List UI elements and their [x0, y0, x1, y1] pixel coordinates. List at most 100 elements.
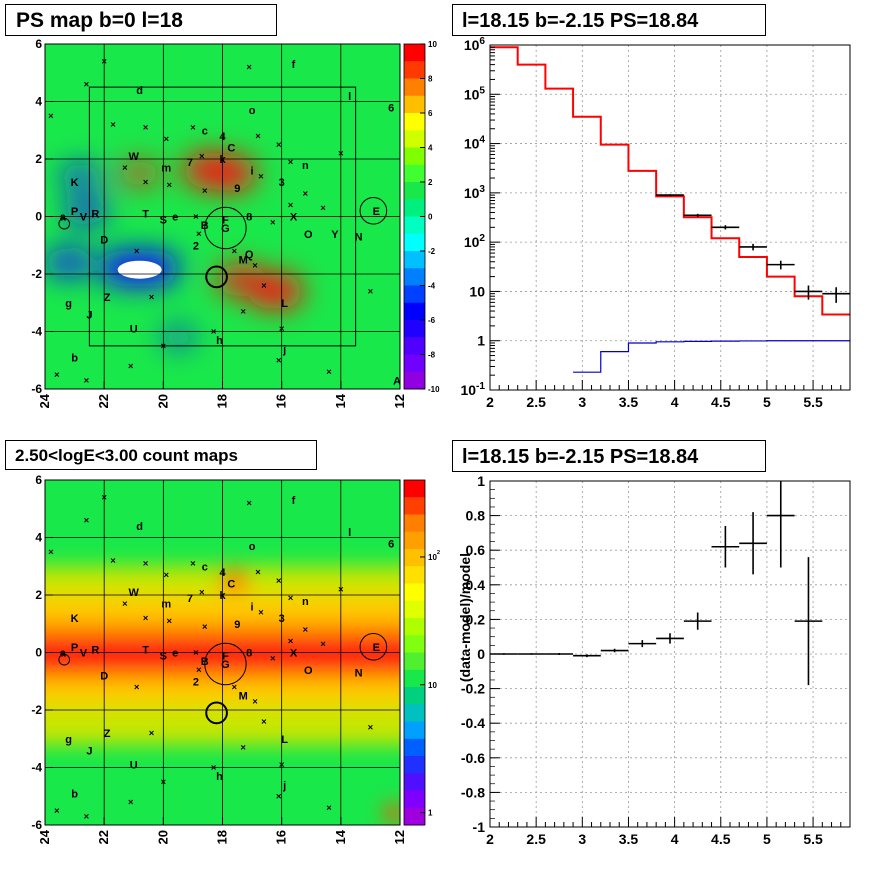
colorbar-step	[404, 618, 425, 636]
ps-map-title: PS map b=0 l=18	[5, 4, 277, 36]
source-label: O	[304, 665, 313, 677]
map-blob	[159, 324, 197, 350]
y-tick-label: -0.6	[461, 750, 485, 766]
source-histogram	[573, 340, 850, 373]
source-label: D	[100, 235, 108, 247]
x-tick-label: 3.5	[619, 394, 639, 410]
cross-marker	[202, 188, 208, 193]
source-label: U	[130, 324, 138, 336]
y-tick-label: 0	[477, 646, 485, 662]
colorbar-step	[404, 652, 425, 671]
colorbar-step	[404, 302, 425, 321]
source-label: S	[160, 650, 167, 662]
y-tick-label: 4	[35, 95, 42, 109]
x-tick-label: 3	[578, 394, 586, 410]
source-label: V	[80, 212, 88, 224]
residual-point	[711, 525, 740, 568]
x-tick-label: 20	[155, 830, 170, 844]
data-points	[656, 194, 850, 303]
x-tick-label: 24	[37, 393, 52, 408]
x-tick-label: 14	[333, 393, 348, 408]
colorbar-step	[404, 61, 425, 79]
hotspot	[384, 803, 400, 824]
x-tick-label: 16	[274, 394, 289, 408]
cross-marker	[110, 122, 116, 127]
cross-marker	[163, 572, 169, 578]
y-tick-label: -2	[31, 267, 42, 281]
x-tick-label: 5	[763, 394, 771, 410]
cross-marker	[202, 624, 208, 629]
colorbar-step	[404, 514, 425, 533]
source-label: Z	[104, 728, 111, 740]
cross-marker	[211, 329, 216, 334]
cross-marker	[338, 150, 344, 156]
residual-points	[490, 481, 823, 686]
x-tick-label: 4.5	[711, 394, 731, 410]
map-grid	[45, 44, 400, 389]
residual-panel: 2 2.5 3 3.5 4 4.5 5 5.5 -1 -0.8 -0.6 -0.4 -0.2 0 0.2 0.…	[457, 473, 851, 847]
cross-marker	[48, 549, 54, 555]
source-label: P	[71, 642, 78, 654]
y-tick-label: 103	[464, 184, 486, 201]
colorbar-step	[404, 531, 425, 550]
source-label: 9	[234, 619, 240, 631]
source-label: g	[65, 298, 72, 310]
cross-marker	[326, 805, 332, 811]
cross-marker	[326, 369, 332, 375]
source-label: L	[281, 734, 288, 746]
y-tick-label: 6	[35, 473, 42, 487]
residual-point	[794, 557, 823, 686]
y-tick-label: -1	[473, 819, 486, 835]
data-point	[822, 287, 850, 303]
x-tick-label: 4	[671, 394, 679, 410]
colorbar-step	[404, 147, 425, 166]
cross-marker	[160, 343, 166, 349]
source-label: N	[355, 668, 363, 680]
colorbar-tick-label: 6	[428, 109, 433, 118]
map-blobs	[45, 152, 304, 350]
colorbar-step	[404, 790, 425, 809]
cross-marker	[270, 219, 276, 225]
x-tick-label: 16	[274, 830, 289, 844]
cross-marker	[252, 699, 258, 704]
colorbar-tick-label: 8	[428, 75, 433, 84]
source-label: 8	[246, 212, 252, 224]
colorbar-step	[404, 337, 425, 355]
cross-marker	[276, 578, 282, 583]
colorbar-step	[404, 233, 425, 252]
source-label: C	[227, 579, 235, 591]
source-label: B	[201, 656, 209, 668]
source-label: 2	[193, 240, 199, 252]
source-label: k	[219, 154, 226, 166]
colorbar-step	[404, 354, 425, 373]
x-tick-label: 2.5	[526, 831, 546, 847]
source-label: X	[290, 212, 298, 224]
cross-marker	[276, 142, 282, 147]
roi-circle	[204, 642, 247, 686]
colorbar-tick-label: 10	[428, 40, 437, 49]
colorbar-tick-label: -2	[428, 247, 436, 256]
y-tick-label: 102	[464, 233, 486, 250]
cross-marker	[288, 202, 293, 208]
source-label: b	[71, 788, 78, 800]
cross-marker	[160, 779, 166, 785]
x-tick-label: 4.5	[711, 831, 731, 847]
source-label: h	[216, 771, 223, 783]
cross-marker	[261, 283, 267, 288]
y-tick-label: 10	[469, 283, 485, 299]
roi-circle	[204, 206, 247, 250]
residual-point	[600, 648, 629, 653]
roi-circle	[359, 632, 388, 661]
source-label: 8	[246, 648, 252, 660]
cross-marker	[149, 294, 154, 300]
source-label: m	[161, 163, 171, 175]
cross-marker	[231, 248, 237, 254]
data-point	[683, 213, 712, 217]
cross-marker	[288, 159, 293, 165]
cross-marker	[368, 288, 373, 294]
colorbar-step	[404, 44, 425, 62]
source-label: Z	[104, 292, 111, 304]
source-label: d	[136, 85, 143, 97]
source-label: T	[142, 645, 149, 657]
